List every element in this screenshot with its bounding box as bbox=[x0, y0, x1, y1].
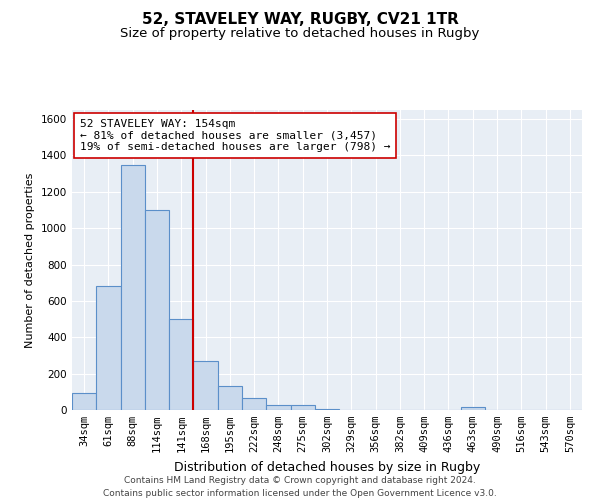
Bar bbox=[315, 409, 339, 410]
Bar bbox=[96, 286, 121, 410]
Y-axis label: Number of detached properties: Number of detached properties bbox=[25, 172, 35, 348]
Text: 52, STAVELEY WAY, RUGBY, CV21 1TR: 52, STAVELEY WAY, RUGBY, CV21 1TR bbox=[142, 12, 458, 28]
X-axis label: Distribution of detached houses by size in Rugby: Distribution of detached houses by size … bbox=[174, 460, 480, 473]
Bar bbox=[72, 392, 96, 410]
Bar bbox=[461, 408, 485, 410]
Bar bbox=[266, 404, 290, 410]
Bar bbox=[242, 398, 266, 410]
Bar bbox=[121, 164, 145, 410]
Bar bbox=[193, 361, 218, 410]
Bar bbox=[145, 210, 169, 410]
Text: Size of property relative to detached houses in Rugby: Size of property relative to detached ho… bbox=[121, 28, 479, 40]
Bar bbox=[169, 319, 193, 410]
Text: Contains HM Land Registry data © Crown copyright and database right 2024.
Contai: Contains HM Land Registry data © Crown c… bbox=[103, 476, 497, 498]
Bar bbox=[218, 386, 242, 410]
Bar bbox=[290, 404, 315, 410]
Text: 52 STAVELEY WAY: 154sqm
← 81% of detached houses are smaller (3,457)
19% of semi: 52 STAVELEY WAY: 154sqm ← 81% of detache… bbox=[80, 119, 390, 152]
